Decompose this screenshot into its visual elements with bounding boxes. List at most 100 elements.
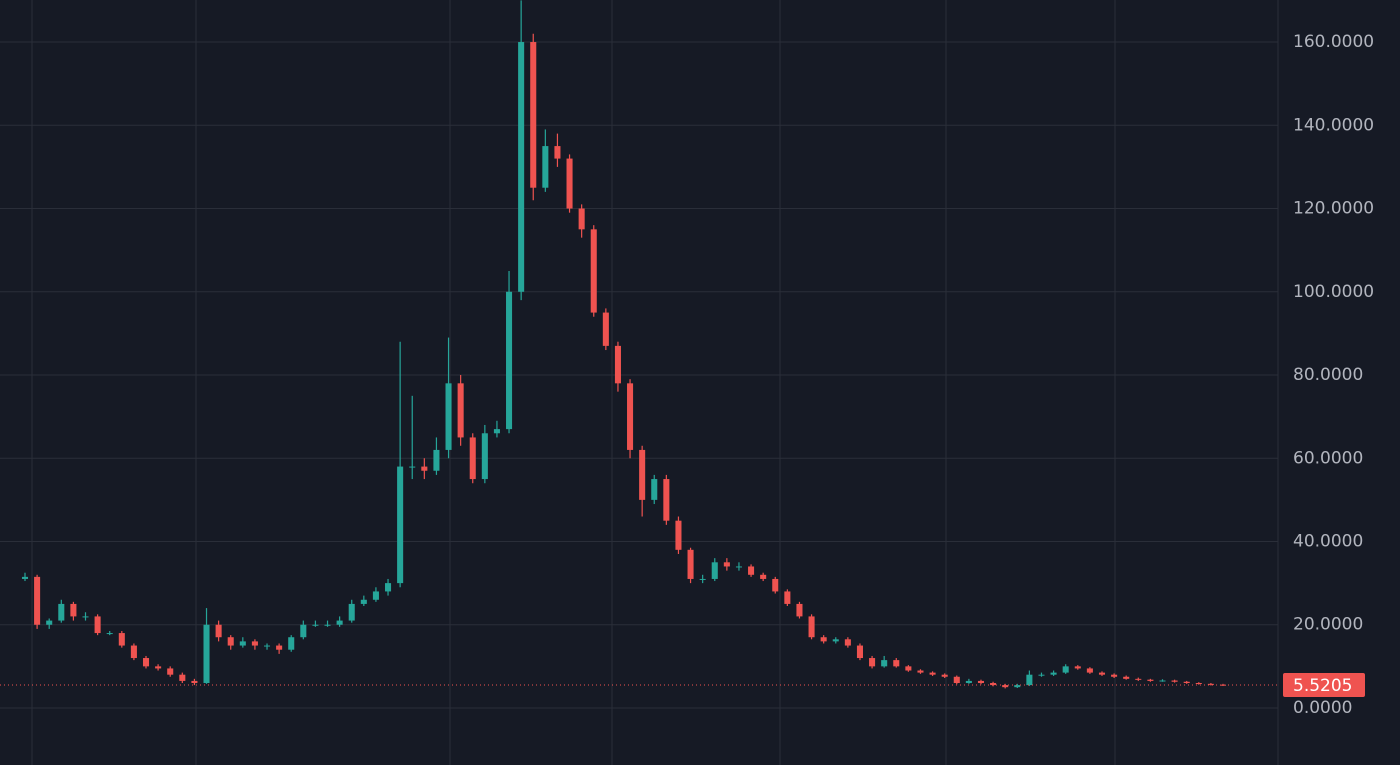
candle-body (300, 624, 307, 638)
candle (760, 572, 767, 582)
candle (953, 675, 960, 685)
candle (1014, 683, 1021, 689)
last-price-box (1283, 673, 1365, 698)
candle (748, 564, 755, 577)
candle (735, 562, 742, 571)
candle (917, 669, 924, 674)
candle (372, 587, 379, 602)
candle-body (735, 566, 742, 568)
candle-body (530, 42, 537, 188)
candle-body (663, 479, 670, 521)
candle (784, 589, 791, 607)
candle-body (288, 637, 295, 650)
candle (82, 612, 89, 621)
candle-body (1062, 666, 1069, 673)
candle (179, 672, 186, 684)
candle (360, 595, 367, 607)
candle-body (760, 574, 767, 579)
candle (433, 437, 440, 475)
candle (1086, 667, 1093, 674)
candle-body (1014, 685, 1021, 688)
candle (566, 154, 573, 213)
candle (796, 601, 803, 619)
candle (602, 308, 609, 351)
candle-body (191, 680, 198, 684)
candle (227, 635, 234, 650)
candle-body (542, 146, 549, 188)
candle-body (1171, 680, 1178, 682)
time-grid (31, 0, 1116, 765)
candle (590, 225, 597, 317)
candle-body (239, 641, 246, 646)
candle (1002, 683, 1009, 689)
candle (1147, 678, 1154, 682)
candle-body (179, 674, 186, 681)
candle-body (348, 603, 355, 621)
candle (687, 547, 694, 584)
candle-body (130, 645, 137, 659)
candle (905, 665, 912, 672)
candle (385, 578, 392, 596)
candle-body (639, 449, 646, 500)
candle (46, 618, 53, 629)
candle-body (215, 624, 222, 638)
candle-body (566, 158, 573, 209)
candle-body (651, 479, 658, 500)
candle-body (844, 639, 851, 646)
candle (518, 0, 525, 301)
candle (276, 643, 283, 654)
candle-body (953, 676, 960, 684)
candle (832, 637, 839, 644)
candle-body (360, 599, 367, 604)
candle (21, 572, 29, 582)
candle (1050, 670, 1057, 676)
candle (1207, 683, 1214, 686)
y-tick-label: 40.0000 (1293, 531, 1363, 551)
candle-body (675, 520, 682, 550)
candle (723, 558, 730, 571)
candle (808, 614, 815, 640)
candle (627, 379, 634, 459)
candle-body (820, 637, 827, 642)
candle (941, 673, 948, 679)
candle (639, 445, 646, 517)
candle (348, 599, 355, 623)
candle-body (372, 591, 379, 600)
candle (1123, 675, 1130, 680)
candle-body (881, 660, 888, 667)
candle (663, 474, 670, 525)
candle-body (905, 666, 912, 671)
candle (651, 474, 658, 505)
candle-body (312, 624, 319, 626)
candle (239, 637, 246, 648)
candle (300, 620, 307, 640)
candle-body (1038, 674, 1045, 676)
candle-body (336, 620, 343, 625)
y-tick-label: 20.0000 (1293, 615, 1363, 635)
y-tick-label: 160.0000 (1293, 32, 1374, 52)
candle (530, 33, 537, 201)
candle (324, 620, 331, 627)
y-tick-label: 0.0000 (1293, 698, 1352, 718)
candle (106, 630, 113, 636)
candle-body (167, 668, 174, 675)
candle (1171, 679, 1178, 683)
candle-body (82, 616, 89, 618)
candle-body (409, 466, 416, 468)
candle-body (481, 433, 488, 480)
candle-body (832, 639, 839, 642)
candle (94, 614, 101, 636)
candle (457, 375, 464, 446)
candle (263, 643, 271, 650)
candle-body (142, 658, 150, 667)
candle (1062, 664, 1069, 674)
candle (1135, 677, 1142, 681)
candle-body (70, 603, 77, 617)
y-tick-label: 80.0000 (1293, 365, 1363, 385)
candle (1219, 683, 1227, 686)
candle-body (263, 645, 271, 647)
candle (506, 270, 513, 434)
candle (142, 655, 150, 669)
candle-body (578, 208, 585, 230)
candle (929, 671, 936, 676)
